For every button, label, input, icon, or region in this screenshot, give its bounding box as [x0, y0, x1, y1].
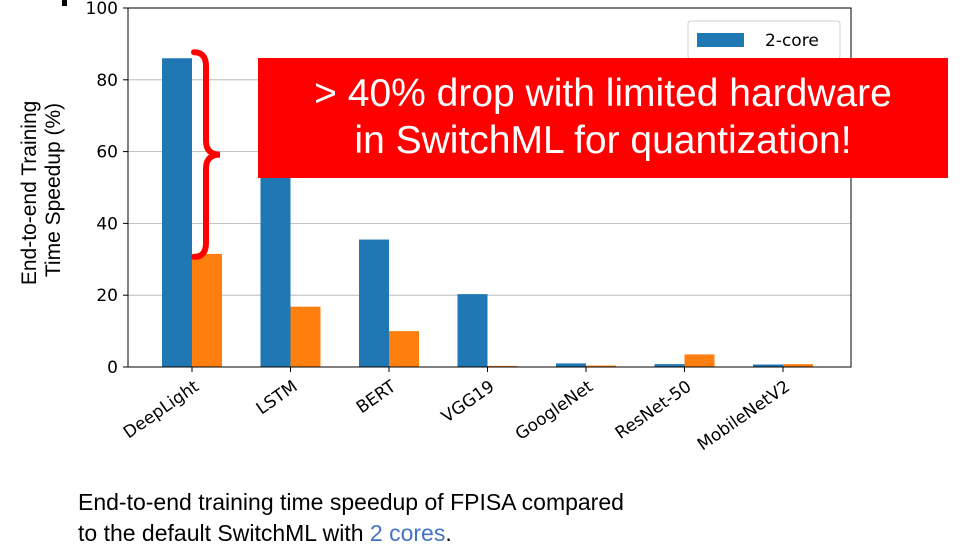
callout-line-1: > 40% drop with limited hardware: [314, 72, 892, 115]
y-axis-ticks: 0 20 40 60 80 100: [86, 0, 128, 378]
caption-line-2-prefix: to the default SwitchML with: [78, 520, 370, 546]
bar-orange-lstm: [290, 306, 321, 367]
x-tick-label-bert: BERT: [353, 376, 400, 418]
x-tick-label-resnet-50: ResNet-50: [612, 377, 696, 444]
bar-blue-deeplight: [162, 58, 192, 367]
legend-label-2-core: 2-core: [765, 31, 819, 51]
bar-orange-mobilenetv2: [783, 364, 813, 367]
annotation-callout: > 40% drop with limited hardware in Swit…: [258, 58, 948, 178]
bar-blue-vgg19: [457, 294, 488, 367]
caption-line-2: to the default SwitchML with 2 cores.: [78, 518, 958, 549]
legend: 2-core: [687, 20, 841, 60]
bar-orange-vgg19: [487, 365, 518, 367]
figure-caption: End-to-end training time speedup of FPIS…: [78, 487, 958, 549]
y-tick-label-80: 80: [96, 71, 118, 91]
bar-orange-bert: [389, 331, 419, 367]
bars: [162, 58, 813, 367]
caption-line-2-suffix: .: [445, 520, 452, 546]
x-tick-label-deeplight: DeepLight: [120, 377, 203, 444]
bar-blue-resnet-50: [654, 364, 685, 367]
plot-frame: [127, 7, 852, 368]
y-tick-label-100: 100: [86, 0, 118, 19]
bar-blue-lstm: [260, 158, 291, 367]
y-tick-label-0: 0: [107, 358, 118, 378]
caption-line-1: End-to-end training time speedup of FPIS…: [78, 489, 624, 515]
speedup-bar-chart: 0 20 40 60 80 100 DeepLight LSTM BERT VGG19 Googl…: [18, 0, 852, 455]
x-axis-ticks: DeepLight LSTM BERT VGG19 GoogleNet ResNet-50…: [120, 367, 794, 455]
bar-blue-mobilenetv2: [753, 364, 783, 367]
y-axis-label: End-to-end Training Time Speedup (%): [18, 95, 65, 285]
x-tick-label-lstm: LSTM: [253, 377, 302, 419]
bar-blue-bert: [359, 239, 389, 367]
y-axis-label-line-1: End-to-end Training: [18, 101, 41, 285]
y-tick-label-20: 20: [96, 286, 118, 306]
caption-highlight: 2 cores: [369, 520, 446, 546]
legend-swatch-2-core: [697, 33, 744, 47]
y-tick-label-40: 40: [96, 214, 118, 234]
annotation-brace: [191, 49, 221, 260]
x-tick-label-vgg19: VGG19: [438, 377, 498, 428]
y-tick-label-60: 60: [96, 143, 118, 163]
cropped-title-fragment: [62, 0, 67, 6]
x-tick-label-mobilenetv2: MobileNetV2: [694, 377, 794, 455]
x-tick-label-googlenet: GoogleNet: [512, 377, 597, 445]
bar-orange-resnet-50: [684, 354, 715, 367]
bar-orange-deeplight: [192, 253, 222, 367]
bar-blue-googlenet: [556, 363, 586, 367]
y-axis-label-line-2: Time Speedup (%): [42, 103, 65, 277]
bar-orange-googlenet: [586, 365, 616, 367]
callout-line-2: in SwitchML for quantization!: [354, 119, 852, 162]
